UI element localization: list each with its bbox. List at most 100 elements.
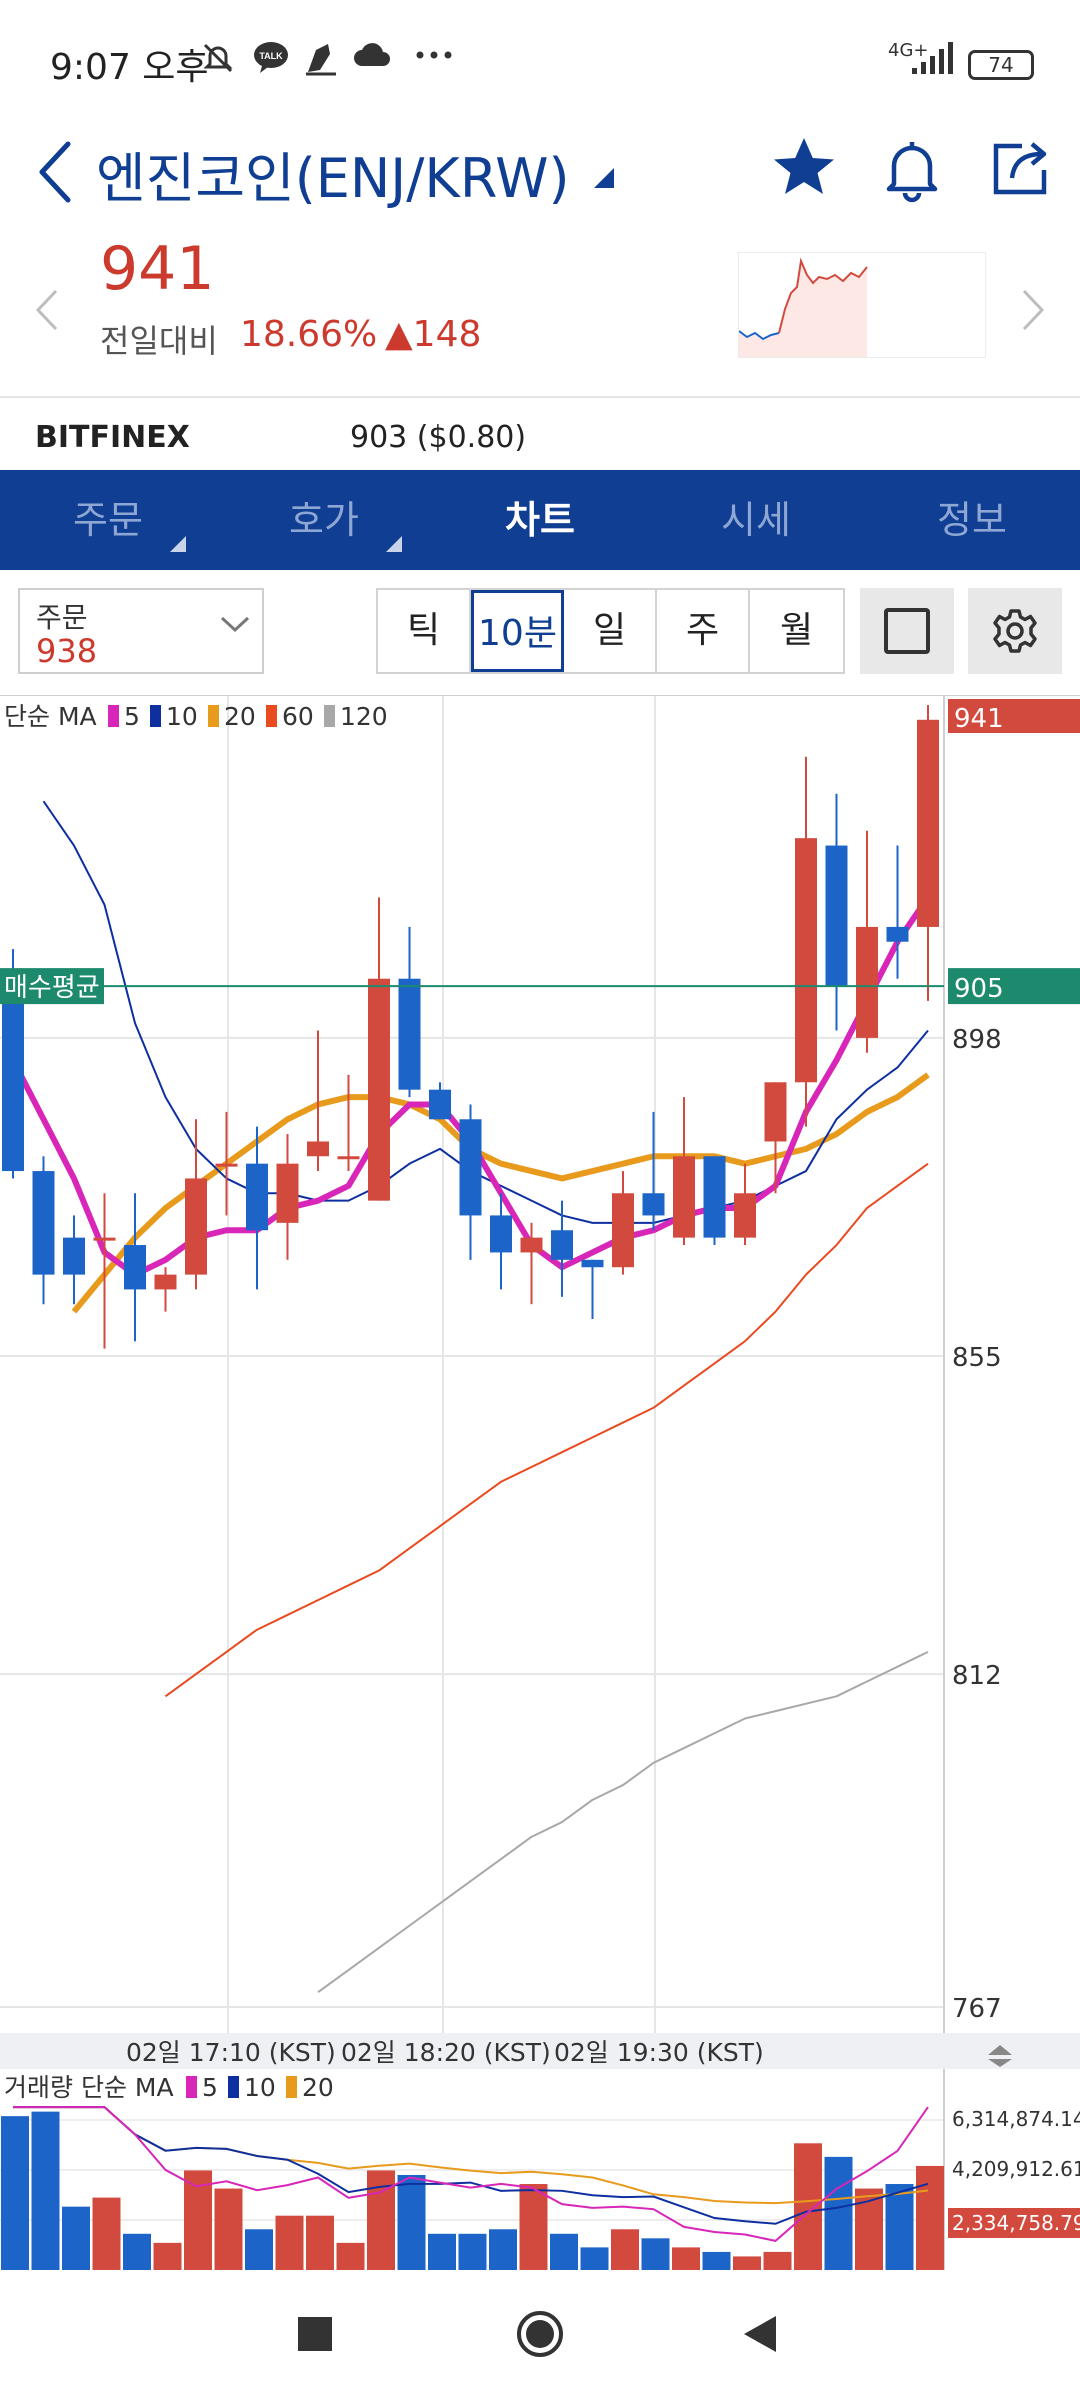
more-notifications-icon <box>414 40 454 78</box>
volume-bar <box>611 2229 639 2270</box>
home-icon[interactable] <box>517 2311 563 2357</box>
recent-apps-icon[interactable] <box>298 2317 332 2351</box>
volume-current-label: 2,334,758.794 <box>952 2211 1080 2235</box>
period-month[interactable]: 월 <box>779 610 814 651</box>
volume-bar <box>550 2233 578 2270</box>
volume-bar <box>672 2247 700 2270</box>
volume-bar <box>123 2233 151 2270</box>
svg-text:TALK: TALK <box>259 51 283 61</box>
volume-bar <box>428 2233 456 2270</box>
share-button[interactable] <box>982 130 1058 206</box>
candle-body <box>795 838 817 1083</box>
candle-body <box>764 1082 787 1142</box>
order-select-value: 938 <box>36 632 98 670</box>
avg-buy-tag <box>0 968 104 1005</box>
ma-legend-label: 5 <box>124 702 140 731</box>
back-button[interactable] <box>28 132 88 212</box>
period-10min[interactable]: 10분 <box>471 590 564 672</box>
volume-legend-swatch <box>286 2076 297 2098</box>
alert-bell-button[interactable] <box>874 130 950 206</box>
main-tabs: 주문 호가 차트 시세 정보 <box>0 470 1080 570</box>
current-price: 941 <box>100 234 215 304</box>
mute-icon <box>200 40 236 84</box>
prev-coin-chevron-icon[interactable] <box>32 285 62 339</box>
candle-body <box>734 1193 756 1238</box>
candle-body <box>398 978 421 1090</box>
volume-ma-line <box>13 2106 929 2242</box>
volume-bar <box>733 2256 761 2270</box>
tab-chart[interactable]: 차트 <box>505 498 575 542</box>
app-header: 엔진코인(ENJ/KRW) <box>0 110 1080 230</box>
order-select-label: 주문 <box>36 601 88 634</box>
price-tick-label: 855 <box>952 1343 1002 1373</box>
ma-legend-label: 10 <box>166 702 198 731</box>
tab-market-price[interactable]: 시세 <box>721 498 791 542</box>
network-type: 4G+ <box>888 40 929 61</box>
next-coin-chevron-icon[interactable] <box>1018 285 1048 339</box>
candle-body <box>93 1237 116 1241</box>
price-summary: 941 전일대비 18.66% ▲148 <box>0 230 1080 395</box>
favorite-star-button[interactable] <box>766 130 842 206</box>
candle-body <box>886 926 909 942</box>
change-amount: ▲148 <box>385 314 482 355</box>
volume-legend-swatch <box>186 2076 197 2098</box>
candle-body <box>124 1245 146 1290</box>
volume-bar <box>275 2215 304 2270</box>
volume-legend-label: 20 <box>302 2073 334 2102</box>
candle-body <box>612 1193 634 1268</box>
candle-body <box>642 1193 665 1216</box>
exchange-price: 903 ($0.80) <box>350 420 527 455</box>
order-price-select[interactable]: 주문 938 <box>18 588 264 674</box>
time-axis-strip <box>0 2033 1080 2069</box>
bell-icon <box>886 142 938 203</box>
volume-ma-line <box>13 2106 929 2225</box>
ma60-line <box>164 1162 929 1698</box>
volume-bar <box>824 2156 853 2270</box>
volume-bar <box>92 2197 121 2270</box>
volume-bar <box>245 2229 273 2270</box>
candle-body <box>215 1163 238 1167</box>
ma-legend-swatch <box>108 705 119 727</box>
tab-order[interactable]: 주문 <box>0 470 216 570</box>
period-day[interactable]: 일 <box>564 590 657 672</box>
volume-bar <box>336 2242 365 2270</box>
ma-legend-swatch <box>324 705 335 727</box>
tab-orderbook[interactable]: 호가 <box>216 470 432 570</box>
chart-settings-button[interactable] <box>968 588 1062 674</box>
volume-bar <box>397 2174 426 2270</box>
exchange-name: BITFINEX <box>35 420 190 455</box>
candle-body <box>185 1178 207 1275</box>
avg-buy-price-tag <box>948 968 1080 1005</box>
time-tick-label: 02일 19:30 (KST) <box>554 2038 764 2067</box>
candle-body <box>490 1215 512 1253</box>
chart-grid <box>0 695 1080 2033</box>
volume-panel: 거래량 단순 MA 5 10 20 6,314,874.145 4,209,912.617… <box>0 2069 1080 2270</box>
volume-legend-title: 거래량 단순 MA <box>4 2073 174 2102</box>
star-icon <box>774 138 834 194</box>
period-week[interactable]: 주 <box>657 590 750 672</box>
volume-bar <box>763 2251 792 2270</box>
current-price-label: 941 <box>954 704 1004 734</box>
candle-body <box>429 1089 451 1120</box>
ma-legend-swatch <box>208 705 219 727</box>
period-selector: 틱 10분 일 주 월 <box>376 588 845 674</box>
kakaotalk-icon: TALK <box>252 40 290 82</box>
period-tick[interactable]: 틱 <box>378 590 471 672</box>
candle-body <box>154 1274 177 1290</box>
volume-bar <box>519 2184 548 2270</box>
signal-icon <box>910 40 956 84</box>
volume-bar <box>306 2215 334 2270</box>
chart-type-button[interactable] <box>860 588 954 674</box>
back-nav-icon[interactable] <box>744 2316 776 2352</box>
candle-body <box>337 1156 360 1160</box>
candle-body <box>703 1156 726 1238</box>
volume-legend-label: 5 <box>202 2073 218 2102</box>
coin-selector-caret-icon[interactable] <box>592 166 616 194</box>
candle-body <box>307 1141 329 1157</box>
coin-title[interactable]: 엔진코인(ENJ/KRW) <box>96 147 570 210</box>
volume-current-tag <box>948 2208 1080 2238</box>
tab-info[interactable]: 정보 <box>937 498 1007 542</box>
current-price-tag <box>948 699 1080 733</box>
volume-bar <box>153 2242 182 2270</box>
